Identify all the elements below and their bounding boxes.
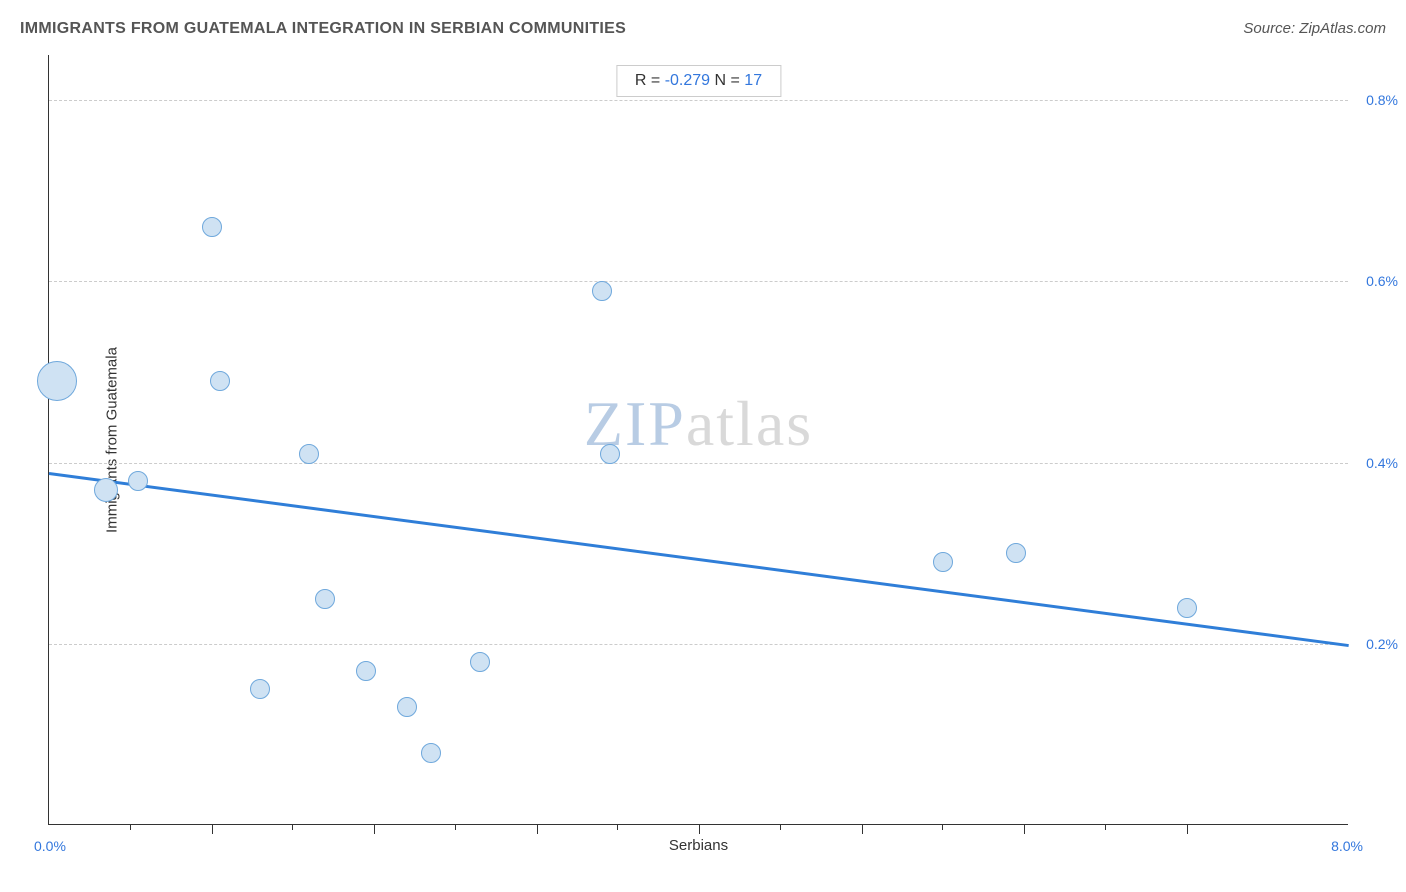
x-tick xyxy=(292,824,293,830)
x-max-label: 8.0% xyxy=(1331,838,1363,854)
y-axis-label: Immigrants from Guatemala xyxy=(103,347,120,533)
n-label: N = xyxy=(710,72,744,89)
r-label: R = xyxy=(635,72,665,89)
watermark-part2: atlas xyxy=(686,388,813,459)
data-point xyxy=(600,444,620,464)
data-point xyxy=(250,679,270,699)
x-tick xyxy=(537,824,538,834)
data-point xyxy=(397,697,417,717)
y-tick-label: 0.8% xyxy=(1358,92,1398,108)
data-point xyxy=(315,589,335,609)
data-point xyxy=(592,281,612,301)
grid-line xyxy=(49,463,1348,464)
data-point xyxy=(356,661,376,681)
watermark-part1: ZIP xyxy=(584,388,686,459)
scatter-chart: ZIPatlas R = -0.279 N = 17 Immigrants fr… xyxy=(48,55,1348,825)
n-value: 17 xyxy=(744,72,762,89)
stats-box: R = -0.279 N = 17 xyxy=(616,65,781,97)
chart-header: IMMIGRANTS FROM GUATEMALA INTEGRATION IN… xyxy=(20,20,1386,50)
data-point xyxy=(470,652,490,672)
x-tick xyxy=(1024,824,1025,834)
x-tick xyxy=(374,824,375,834)
data-point xyxy=(1177,598,1197,618)
x-tick xyxy=(699,824,700,834)
grid-line xyxy=(49,100,1348,101)
r-value: -0.279 xyxy=(665,72,710,89)
y-tick-label: 0.4% xyxy=(1358,455,1398,471)
x-tick xyxy=(617,824,618,830)
x-tick xyxy=(1187,824,1188,834)
data-point xyxy=(94,478,118,502)
x-tick xyxy=(942,824,943,830)
data-point xyxy=(421,743,441,763)
grid-line xyxy=(49,644,1348,645)
y-tick-label: 0.6% xyxy=(1358,273,1398,289)
data-point xyxy=(37,361,77,401)
x-tick xyxy=(130,824,131,830)
data-point xyxy=(202,217,222,237)
x-tick xyxy=(1105,824,1106,830)
x-min-label: 0.0% xyxy=(34,838,66,854)
source-attribution: Source: ZipAtlas.com xyxy=(1243,20,1386,37)
data-point xyxy=(128,471,148,491)
data-point xyxy=(1006,543,1026,563)
x-axis-label: Serbians xyxy=(669,837,728,854)
source-prefix: Source: xyxy=(1243,20,1299,37)
x-tick xyxy=(212,824,213,834)
chart-title: IMMIGRANTS FROM GUATEMALA INTEGRATION IN… xyxy=(20,20,626,37)
data-point xyxy=(299,444,319,464)
grid-line xyxy=(49,281,1348,282)
x-tick xyxy=(862,824,863,834)
x-tick xyxy=(455,824,456,830)
source-name: ZipAtlas.com xyxy=(1299,20,1386,37)
data-point xyxy=(933,552,953,572)
y-tick-label: 0.2% xyxy=(1358,636,1398,652)
x-tick xyxy=(780,824,781,830)
data-point xyxy=(210,371,230,391)
regression-line xyxy=(49,472,1349,647)
